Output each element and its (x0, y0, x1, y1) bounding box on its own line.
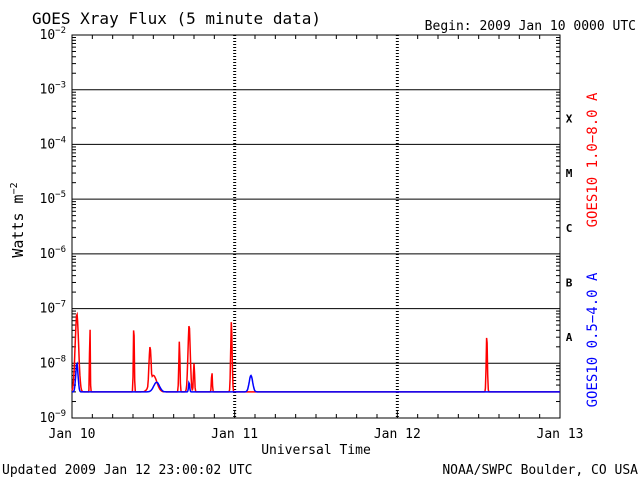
y-tick-base: 10 (40, 302, 56, 317)
x-tick-label: Jan 10 (49, 427, 96, 442)
y-tick-exponent: −4 (55, 135, 66, 145)
footer-credit: NOAA/SWPC Boulder, CO USA (442, 463, 638, 478)
y-tick-base: 10 (40, 411, 56, 426)
chart-title: GOES Xray Flux (5 minute data) (32, 9, 321, 28)
y-tick-exponent: −6 (55, 245, 66, 255)
y-tick-exponent: −5 (55, 190, 66, 200)
flare-class-label: C (566, 222, 573, 235)
series-line (72, 361, 560, 393)
flare-class-label: B (566, 276, 573, 289)
y-tick-exponent: −3 (55, 81, 66, 91)
y-axis-label-base: Watts m (9, 194, 27, 257)
series-legend-label: GOES10 0.5−4.0 A (585, 272, 601, 407)
flare-class-label: X (566, 112, 573, 125)
y-tick-exponent: −7 (55, 300, 66, 310)
y-tick-base: 10 (40, 356, 56, 371)
y-tick-exponent: −2 (55, 26, 66, 36)
x-axis-label: Universal Time (261, 443, 371, 458)
y-tick-label: 10−6 (40, 245, 67, 262)
y-tick-base: 10 (40, 137, 56, 152)
footer-updated: Updated 2009 Jan 12 23:00:02 UTC (2, 463, 252, 478)
y-axis-label: Watts m−2 (9, 182, 27, 257)
y-axis-label-exp: −2 (9, 182, 20, 194)
y-tick-label: 10−9 (40, 409, 67, 426)
begin-label: Begin: 2009 Jan 10 0000 UTC (425, 19, 636, 34)
y-tick-base: 10 (40, 192, 56, 207)
y-tick-base: 10 (40, 83, 56, 98)
y-tick-base: 10 (40, 28, 56, 43)
x-tick-label: Jan 12 (374, 427, 421, 442)
y-tick-label: 10−2 (40, 26, 67, 43)
y-tick-label: 10−4 (40, 135, 67, 152)
y-tick-label: 10−8 (40, 354, 67, 371)
y-tick-label: 10−5 (40, 190, 67, 207)
x-tick-label: Jan 11 (211, 427, 258, 442)
flare-class-label: M (566, 167, 573, 180)
x-tick-label: Jan 13 (537, 427, 584, 442)
y-tick-exponent: −9 (55, 409, 66, 419)
y-tick-base: 10 (40, 247, 56, 262)
y-tick-exponent: −8 (55, 354, 66, 364)
series-legend-label: GOES10 1.0−8.0 A (585, 92, 601, 227)
flare-class-label: A (566, 331, 573, 344)
y-tick-label: 10−7 (40, 300, 67, 317)
y-tick-label: 10−3 (40, 81, 67, 98)
